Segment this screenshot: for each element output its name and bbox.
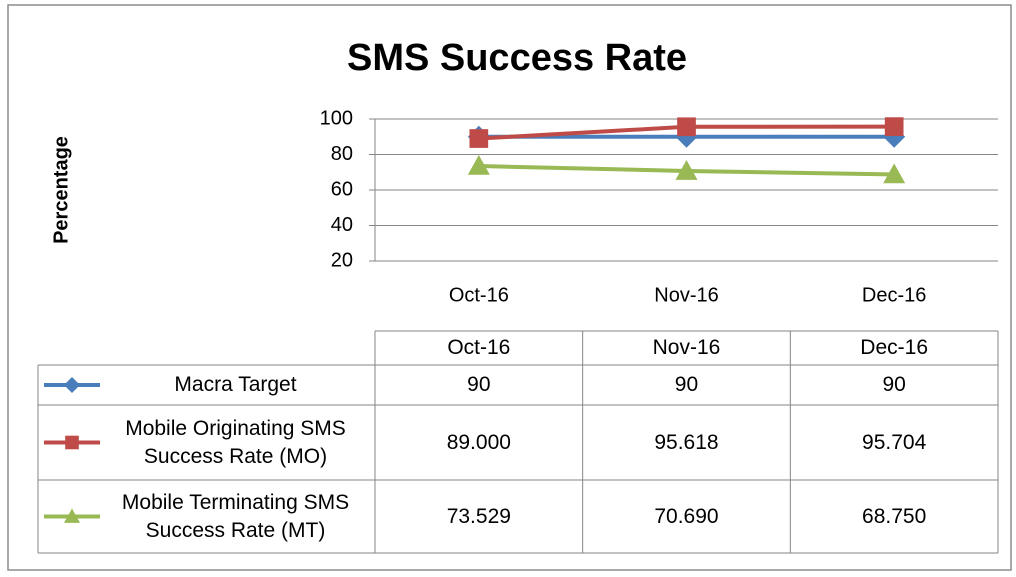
table-value: 90 [882,373,906,396]
table-value: 73.529 [446,504,511,528]
legend-label: Mobile Terminating SMS Success Rate (MT) [121,490,350,542]
x-tick-label: Oct-16 [449,284,509,306]
legend-key-marker [64,508,80,523]
chart-border [7,4,1012,571]
table-value: 68.750 [862,504,927,528]
y-tick-label: 20 [331,249,353,271]
point-marker [469,129,489,148]
y-tick-label: 100 [320,107,353,129]
table-header: Oct-16 [447,336,511,359]
table-header: Dec-16 [860,336,928,359]
table-value: 95.704 [862,430,927,454]
table-header: Nov-16 [652,336,721,359]
table-value: 90 [467,373,491,396]
x-tick-label: Dec-16 [862,284,926,306]
table-value: 90 [674,373,699,396]
point-marker [883,163,906,184]
point-marker [884,117,904,136]
legend-key-marker [64,377,80,393]
y-axis-label: Percentage [50,136,72,244]
table-value: 95.618 [654,430,719,454]
legend-label: Mobile Originating SMS Success Rate (MO) [125,416,346,468]
table-value: 70.690 [654,504,719,528]
point-marker [467,154,490,175]
point-marker [677,117,696,137]
point-marker [675,160,698,180]
table-value: 89.000 [446,430,511,454]
x-tick-label: Nov-16 [654,284,718,306]
chart-title: SMS Success Rate [347,37,687,79]
y-tick-label: 80 [331,143,353,165]
legend-label: Macra Target [174,373,297,396]
y-tick-label: 40 [331,214,353,236]
y-tick-label: 60 [331,178,353,200]
legend-key-marker [65,435,79,450]
